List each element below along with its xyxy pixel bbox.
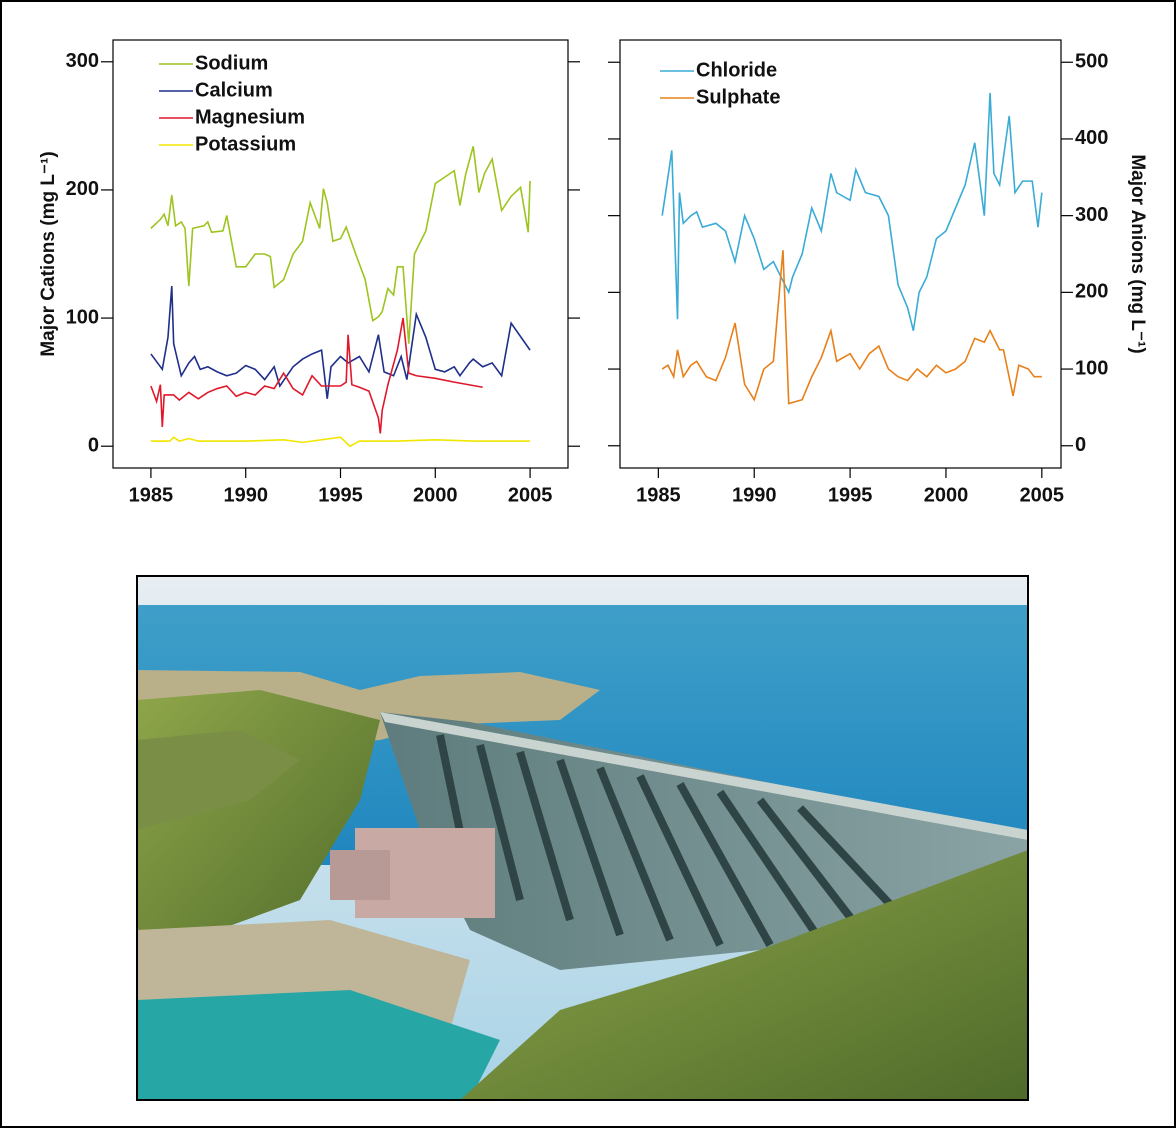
x-tick-label: 2005 (1020, 484, 1065, 506)
y-tick-label: 500 (1075, 51, 1108, 73)
y-tick-label: 200 (66, 178, 99, 200)
dam-photo (137, 576, 1028, 1100)
y-tick-label: 300 (66, 50, 99, 72)
x-tick-label: 2005 (508, 484, 553, 506)
legend-label: Chloride (696, 59, 777, 81)
plot-frame (619, 39, 1062, 469)
y-tick-label: 300 (1075, 204, 1108, 226)
legend-label: Calcium (195, 79, 273, 101)
photo-frame (136, 575, 1029, 1101)
legend-label: Sulphate (696, 86, 780, 108)
data-line (150, 317, 483, 434)
y-tick-label: 200 (1075, 281, 1108, 303)
y-tick-label: 0 (1075, 434, 1086, 456)
y-tick-label: 0 (88, 434, 99, 456)
y-tick-label: 400 (1075, 127, 1108, 149)
legend-label: Magnesium (195, 106, 305, 128)
data-line (150, 285, 531, 399)
data-line (150, 146, 531, 344)
y-axis-label: Major Anions (mg L⁻¹) (1127, 154, 1148, 353)
x-tick-label: 1990 (223, 484, 268, 506)
y-tick-label: 100 (66, 306, 99, 328)
y-axis-label: Major Cations (mg L⁻¹) (38, 151, 59, 356)
x-tick-label: 1995 (318, 484, 363, 506)
x-tick-label: 1995 (828, 484, 873, 506)
data-line (661, 92, 1043, 331)
x-tick-label: 1990 (732, 484, 777, 506)
x-tick-label: 2000 (413, 484, 458, 506)
data-line (150, 436, 531, 448)
legend-label: Sodium (195, 52, 268, 74)
x-tick-label: 1985 (636, 484, 681, 506)
data-line (661, 250, 1042, 405)
x-tick-label: 1985 (129, 484, 174, 506)
legend-label: Potassium (195, 133, 296, 155)
y-tick-label: 100 (1075, 357, 1108, 379)
x-tick-label: 2000 (924, 484, 969, 506)
